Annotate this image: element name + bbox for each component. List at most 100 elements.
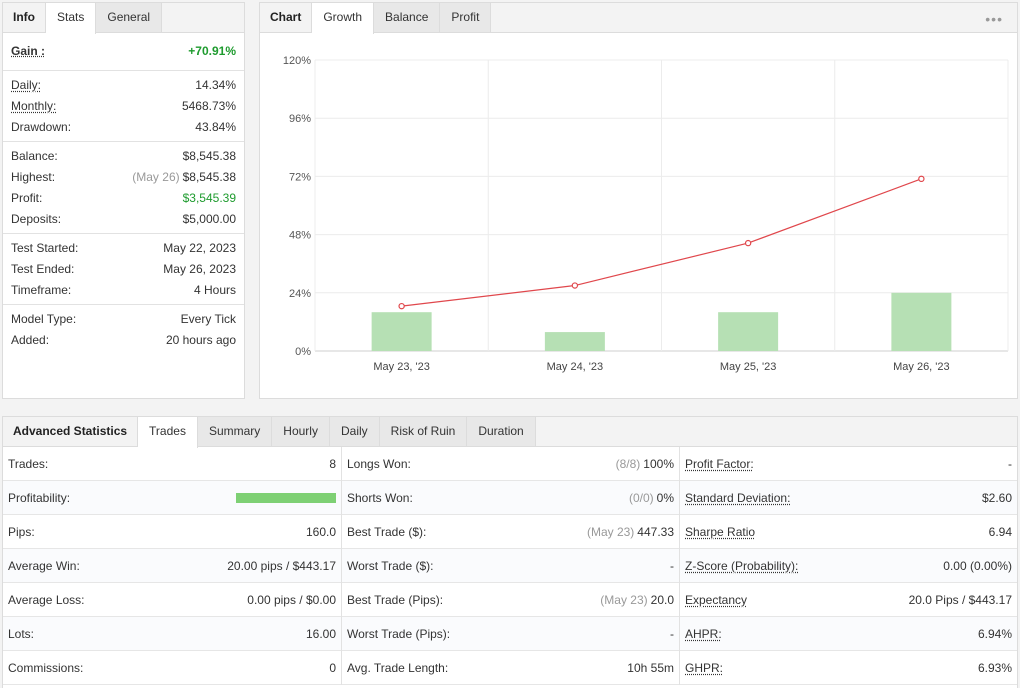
stat-label[interactable]: AHPR: <box>685 626 722 641</box>
stat-value: 43.84% <box>195 120 236 134</box>
more-dots-icon[interactable]: ••• <box>985 11 1003 27</box>
stat-value: $8,545.38 <box>183 149 236 163</box>
stat-label: Profit: <box>11 190 43 205</box>
tab-hourly[interactable]: Hourly <box>272 417 330 446</box>
x-tick-label: May 26, '23 <box>893 361 950 373</box>
stat-value: 0 <box>329 661 336 675</box>
profit-bar[interactable] <box>718 312 779 351</box>
tab-summary[interactable]: Summary <box>197 417 273 446</box>
stat-value: (May 23) 20.0 <box>600 593 674 607</box>
stat-label: Best Trade ($): <box>347 524 427 539</box>
y-tick-label: 96% <box>289 113 311 125</box>
stat-label: Test Ended: <box>11 261 75 276</box>
tab-risk-of-ruin[interactable]: Risk of Ruin <box>379 417 468 446</box>
tab-profit[interactable]: Profit <box>440 3 492 32</box>
stat-value-text: 0% <box>656 490 674 505</box>
stat-value: 4 Hours <box>194 283 236 297</box>
stat-row-profit-factor: Profit Factor: - <box>680 447 1017 481</box>
stat-value: 0.00 (0.00%) <box>943 559 1012 573</box>
tab-balance[interactable]: Balance <box>374 3 441 32</box>
advanced-statistics-grid: Trades: 8 Profitability: Pips: 160.0 Average … <box>3 447 1017 685</box>
profit-bar[interactable] <box>544 332 605 351</box>
stat-label: Deposits: <box>11 211 62 226</box>
stat-label: Worst Trade ($): <box>347 558 434 573</box>
stat-group: Daily: 14.34% Monthly: 5468.73% Drawdown: 43.… <box>3 71 244 142</box>
stat-group: Test Started: May 22, 2023 Test Ended: May … <box>3 234 244 305</box>
chart-panel: Chart Growth Balance Profit ••• 120% 96% 7… <box>259 2 1018 399</box>
gain-row: Gain : +70.91% <box>11 36 236 66</box>
stat-value-text: 447.33 <box>637 524 674 539</box>
gain-label[interactable]: Gain : <box>11 44 46 58</box>
stat-value: $3,545.39 <box>183 191 236 205</box>
growth-point[interactable] <box>571 282 579 289</box>
x-tick-label: May 24, '23 <box>547 361 604 373</box>
stat-value: May 22, 2023 <box>163 241 236 255</box>
stat-value-text: May 22, 2023 <box>163 240 236 255</box>
stat-label: Average Loss: <box>8 592 85 607</box>
profit-bar[interactable] <box>891 292 952 351</box>
stat-row-avg-trade-length: Avg. Trade Length: 10h 55m <box>342 651 679 685</box>
stat-value: 5468.73% <box>182 99 236 113</box>
stat-value: 20 hours ago <box>166 333 236 347</box>
stat-row-ghpr: GHPR: 6.93% <box>680 651 1017 685</box>
stat-group: Balance: $8,545.38 Highest: (May 26) $8,545.… <box>3 142 244 234</box>
tab-info[interactable]: Info <box>3 3 46 32</box>
stat-value: May 26, 2023 <box>163 262 236 276</box>
profitability-bar-fill <box>236 492 336 503</box>
stat-value-text: 6.93% <box>977 660 1012 675</box>
stat-value-text: Every Tick <box>180 311 236 326</box>
stat-label: Lots: <box>8 626 35 641</box>
stat-label: Timeframe: <box>11 282 72 297</box>
stat-row-best-trade: Best Trade ($): (May 23) 447.33 <box>342 515 679 549</box>
stat-value-text: 10h 55m <box>627 660 674 675</box>
tab-general[interactable]: General <box>96 3 163 32</box>
stat-label[interactable]: GHPR: <box>685 660 724 675</box>
stat-row-monthly: Monthly: 5468.73% <box>11 95 236 116</box>
stat-row-profitability: Profitability: <box>3 481 341 515</box>
stat-row-average-loss: Average Loss: 0.00 pips / $0.00 <box>3 583 341 617</box>
stat-label[interactable]: Monthly: <box>11 98 57 113</box>
stat-note: (May 23) <box>586 524 635 539</box>
stat-value-text: 20.0 <box>650 592 674 607</box>
growth-point[interactable] <box>398 302 405 310</box>
stat-row-lots: Lots: 16.00 <box>3 617 341 651</box>
tab-daily[interactable]: Daily <box>329 417 380 446</box>
stat-value-text: 4 Hours <box>193 282 236 297</box>
stat-label[interactable]: Sharpe Ratio <box>685 524 756 539</box>
stat-value-text: 6.94% <box>977 626 1012 641</box>
stat-value: (0/0) 0% <box>629 491 674 505</box>
stat-value-text: 20.00 pips / $443.17 <box>227 558 336 573</box>
growth-point[interactable] <box>744 239 752 247</box>
profit-bar[interactable] <box>371 312 432 351</box>
tab-trades[interactable]: Trades <box>138 417 198 448</box>
tab-chart[interactable]: Chart <box>260 3 313 32</box>
stat-label: Pips: <box>8 524 35 539</box>
stat-note: (0/0) <box>628 490 654 505</box>
stat-value: 6.94 <box>989 525 1012 539</box>
stat-row-standard-deviation: Standard Deviation: $2.60 <box>680 481 1017 515</box>
advanced-statistics-tabs: Advanced Statistics Trades Summary Hourly Da… <box>3 417 1017 448</box>
stat-value-text: 5468.73% <box>181 98 236 113</box>
tab-duration[interactable]: Duration <box>467 417 536 446</box>
stat-label[interactable]: Expectancy <box>685 592 748 607</box>
stat-label[interactable]: Daily: <box>11 77 42 92</box>
stat-row-test-started: Test Started: May 22, 2023 <box>11 237 236 258</box>
stat-label: Longs Won: <box>347 456 411 471</box>
tab-stats[interactable]: Stats <box>46 3 97 34</box>
stat-row-best-trade-pips: Best Trade (Pips): (May 23) 20.0 <box>342 583 679 617</box>
tab-growth[interactable]: Growth <box>312 3 375 34</box>
gain-group: Gain : +70.91% <box>3 33 244 71</box>
stat-label[interactable]: Z-Score (Probability): <box>685 558 799 573</box>
stat-label[interactable]: Profit Factor: <box>685 456 754 471</box>
x-tick-label: May 25, '23 <box>720 361 777 373</box>
stat-row-balance: Balance: $8,545.38 <box>11 145 236 166</box>
stat-value: - <box>670 559 674 573</box>
stat-value: - <box>670 627 674 641</box>
stat-label[interactable]: Standard Deviation: <box>685 490 791 505</box>
stat-value-text: $5,000.00 <box>182 211 236 226</box>
tab-advanced-statistics[interactable]: Advanced Statistics <box>3 417 139 446</box>
gain-value: +70.91% <box>188 44 236 58</box>
stat-value-text: - <box>1008 456 1012 471</box>
growth-point[interactable] <box>918 175 925 183</box>
stat-value-text: May 26, 2023 <box>163 261 236 276</box>
